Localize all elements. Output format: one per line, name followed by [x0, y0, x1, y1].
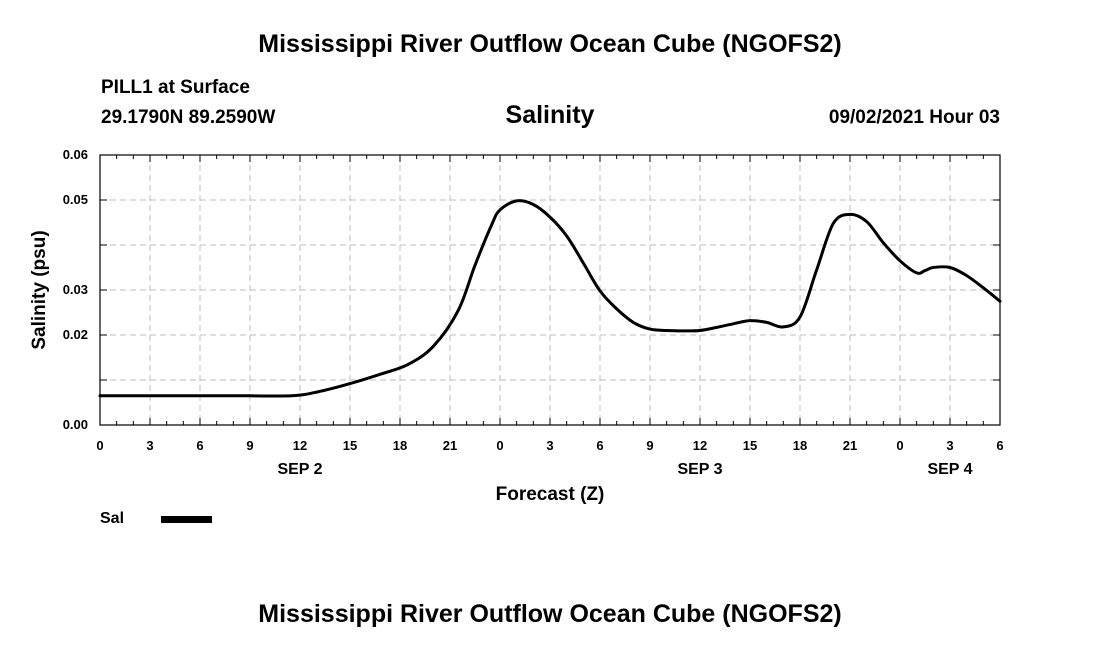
series-line-sal [98, 199, 1002, 398]
x-tick-label: 15 [743, 438, 757, 453]
x-tick-label: 6 [196, 438, 203, 453]
x-tick-label: 3 [546, 438, 553, 453]
legend-line-swatch [161, 516, 212, 523]
x-tick-label: 6 [996, 438, 1003, 453]
x-tick-label: 9 [246, 438, 253, 453]
x-tick-label: 12 [293, 438, 307, 453]
x-tick-label: 15 [343, 438, 357, 453]
y-axis-label: Salinity (psu) [29, 230, 50, 349]
y-tick-label: 0.02 [63, 327, 88, 342]
day-label: SEP 4 [927, 461, 972, 478]
x-tick-label: 3 [146, 438, 153, 453]
y-tick-label: 0.00 [63, 417, 88, 432]
day-label: SEP 3 [677, 461, 722, 478]
x-tick-label: 0 [96, 438, 103, 453]
x-tick-label: 9 [646, 438, 653, 453]
y-tick-label: 0.03 [63, 282, 88, 297]
x-axis-label: Forecast (Z) [496, 484, 605, 505]
x-tick-label: 0 [496, 438, 503, 453]
station-coordinates: 29.1790N 89.2590W [101, 107, 276, 128]
station-name: PILL1 at Surface [101, 77, 250, 98]
forecast-datetime: 09/02/2021 Hour 03 [828, 107, 1000, 128]
x-tick-label: 18 [793, 438, 807, 453]
x-tick-label: 6 [596, 438, 603, 453]
y-tick-label: 0.05 [63, 192, 88, 207]
day-label: SEP 2 [277, 461, 322, 478]
x-tick-label: 21 [843, 438, 857, 453]
x-tick-label: 0 [896, 438, 903, 453]
x-tick-label: 21 [443, 438, 457, 453]
x-tick-label: 12 [693, 438, 707, 453]
chart-footer-title: Mississippi River Outflow Ocean Cube (NG… [258, 600, 842, 628]
chart-main-title: Mississippi River Outflow Ocean Cube (NG… [258, 30, 842, 58]
legend-label: Sal [100, 510, 125, 527]
x-tick-label: 3 [946, 438, 953, 453]
chart-title: Salinity [505, 101, 595, 129]
x-tick-label: 18 [393, 438, 407, 453]
y-tick-label: 0.06 [63, 147, 88, 162]
